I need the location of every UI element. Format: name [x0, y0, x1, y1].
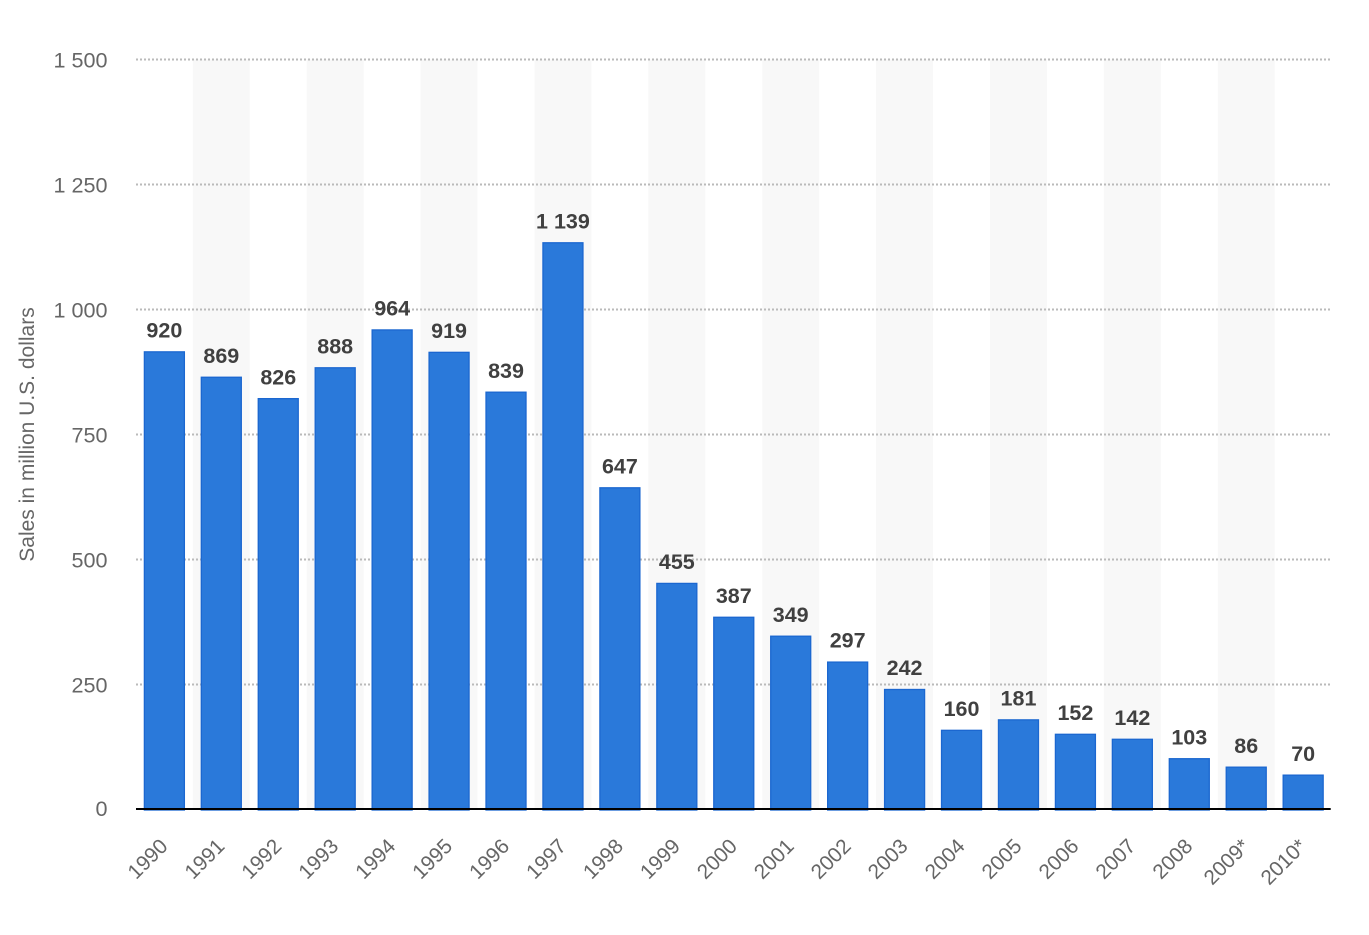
svg-text:181: 181	[1001, 687, 1037, 711]
svg-text:1 000: 1 000	[53, 297, 107, 322]
svg-text:142: 142	[1114, 706, 1150, 730]
svg-text:888: 888	[317, 334, 353, 358]
svg-text:160: 160	[944, 697, 980, 721]
svg-text:455: 455	[659, 550, 695, 574]
svg-text:919: 919	[431, 319, 467, 343]
svg-text:250: 250	[71, 672, 107, 697]
svg-text:647: 647	[602, 454, 638, 478]
svg-text:387: 387	[716, 584, 752, 608]
svg-text:152: 152	[1057, 701, 1093, 725]
svg-text:349: 349	[773, 603, 809, 627]
svg-text:500: 500	[71, 547, 107, 572]
svg-text:86: 86	[1234, 734, 1258, 758]
svg-text:964: 964	[374, 297, 410, 321]
svg-text:1 250: 1 250	[53, 172, 107, 197]
svg-text:0: 0	[95, 796, 107, 821]
svg-text:869: 869	[203, 344, 239, 368]
svg-text:Sales in million U.S. dollars: Sales in million U.S. dollars	[16, 307, 39, 561]
svg-text:242: 242	[887, 656, 923, 680]
svg-text:920: 920	[146, 318, 182, 342]
svg-text:839: 839	[488, 359, 524, 383]
svg-text:70: 70	[1291, 742, 1315, 766]
svg-text:826: 826	[260, 365, 296, 389]
svg-text:297: 297	[830, 629, 866, 653]
svg-text:1 500: 1 500	[53, 47, 107, 72]
svg-text:750: 750	[71, 422, 107, 447]
svg-text:103: 103	[1171, 725, 1207, 749]
svg-text:1 139: 1 139	[536, 209, 590, 233]
